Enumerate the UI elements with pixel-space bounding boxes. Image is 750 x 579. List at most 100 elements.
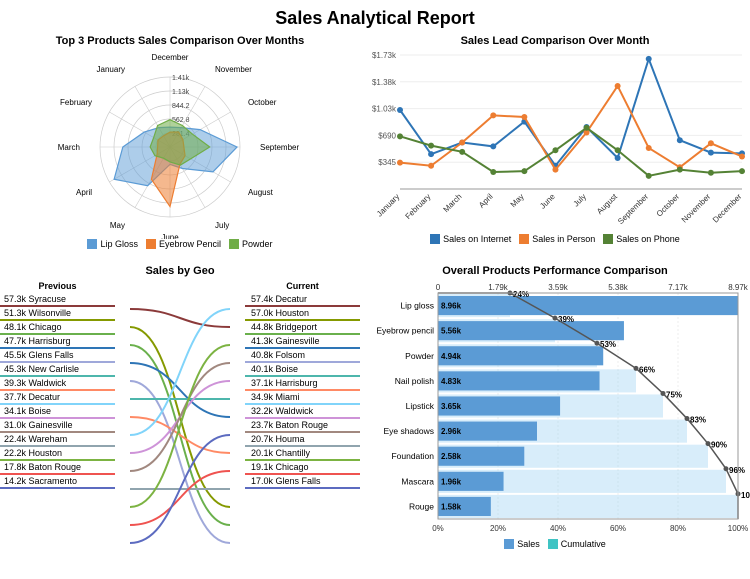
svg-text:$1.03k: $1.03k [372, 105, 397, 114]
svg-text:1.41k: 1.41k [172, 75, 190, 82]
geo-row: 41.3k Gainesville [245, 335, 360, 349]
svg-text:June: June [538, 192, 557, 211]
legend-item: Eyebrow Pencil [146, 239, 221, 249]
geo-previous-header: Previous [0, 279, 115, 293]
svg-text:5.56k: 5.56k [441, 327, 462, 336]
legend-item: Lip Gloss [87, 239, 138, 249]
geo-row: 57.0k Houston [245, 307, 360, 321]
pareto-panel: Overall Products Performance Comparison … [360, 263, 750, 563]
geo-row: 32.2k Waldwick [245, 405, 360, 419]
svg-text:$345: $345 [378, 158, 396, 167]
svg-text:March: March [58, 143, 80, 152]
line-title: Sales Lead Comparison Over Month [360, 33, 750, 49]
geo-row: 51.3k Wilsonville [0, 307, 115, 321]
svg-text:October: October [248, 98, 277, 107]
line-legend: Sales on Internet Sales in Person Sales on… [360, 234, 750, 244]
geo-row: 20.1k Chantilly [245, 447, 360, 461]
legend-item: Sales on Internet [430, 234, 511, 244]
svg-text:Nail polish: Nail polish [395, 376, 434, 386]
svg-text:July: July [215, 221, 229, 230]
svg-text:$690: $690 [378, 131, 396, 140]
svg-text:4.83k: 4.83k [441, 377, 462, 386]
svg-text:$1.73k: $1.73k [372, 51, 397, 60]
radar-title: Top 3 Products Sales Comparison Over Mon… [0, 33, 360, 49]
svg-text:1.13k: 1.13k [172, 89, 190, 96]
svg-text:May: May [110, 221, 125, 230]
geo-row: 45.3k New Carlisle [0, 363, 115, 377]
pareto-legend: SalesCumulative [360, 539, 750, 549]
svg-text:1.58k: 1.58k [441, 502, 462, 511]
svg-text:0: 0 [436, 283, 441, 292]
geo-row: 20.7k Houma [245, 433, 360, 447]
line-panel: Sales Lead Comparison Over Month $345 $69… [360, 33, 750, 263]
geo-row: 48.1k Chicago [0, 321, 115, 335]
svg-text:April: April [76, 188, 92, 197]
svg-text:July: July [572, 192, 588, 208]
svg-text:August: August [248, 188, 274, 197]
svg-text:8.97k: 8.97k [728, 283, 749, 292]
geo-row: 40.1k Boise [245, 363, 360, 377]
radar-legend: Lip Gloss Eyebrow Pencil Powder [0, 239, 360, 249]
svg-text:4.94k: 4.94k [441, 352, 462, 361]
svg-text:Lip gloss: Lip gloss [400, 301, 434, 311]
svg-text:August: August [595, 192, 620, 217]
svg-text:May: May [509, 192, 526, 209]
svg-text:96%: 96% [729, 466, 745, 475]
legend-item: Cumulative [548, 539, 606, 549]
svg-text:844.2: 844.2 [172, 103, 190, 110]
svg-text:December: December [711, 192, 744, 225]
radar-panel: Top 3 Products Sales Comparison Over Mon… [0, 33, 360, 263]
geo-row: 34.1k Boise [0, 405, 115, 419]
svg-text:90%: 90% [711, 441, 727, 450]
geo-row: 37.1k Harrisburg [245, 377, 360, 391]
geo-connections [115, 279, 245, 545]
svg-text:1.96k: 1.96k [441, 477, 462, 486]
svg-text:24%: 24% [513, 290, 529, 299]
svg-text:100%: 100% [728, 524, 748, 533]
svg-text:$1.38k: $1.38k [372, 78, 397, 87]
geo-row: 44.8k Bridgeport [245, 321, 360, 335]
svg-text:83%: 83% [690, 416, 706, 425]
svg-text:100%: 100% [741, 491, 750, 500]
radar-chart: 1.41k1.13k844.2562.8281.4DecemberNovembe… [0, 49, 360, 239]
svg-text:80%: 80% [670, 524, 686, 533]
svg-text:April: April [477, 192, 495, 210]
pareto-title: Overall Products Performance Comparison [360, 263, 750, 279]
svg-text:Mascara: Mascara [401, 476, 434, 486]
svg-text:Eye shadows: Eye shadows [383, 426, 434, 436]
line-chart: $345$690$1.03k$1.38k$1.73kJanuaryFebruar… [360, 49, 750, 234]
svg-text:October: October [655, 192, 682, 219]
svg-text:40%: 40% [550, 524, 566, 533]
svg-text:20%: 20% [490, 524, 506, 533]
svg-text:Eyebrow pencil: Eyebrow pencil [376, 326, 434, 336]
svg-text:November: November [680, 192, 713, 225]
geo-current-header: Current [245, 279, 360, 293]
geo-row: 57.4k Decatur [245, 293, 360, 307]
svg-text:December: December [152, 53, 189, 62]
page-title: Sales Analytical Report [0, 0, 750, 33]
legend-item: Powder [229, 239, 273, 249]
geo-row: 22.2k Houston [0, 447, 115, 461]
geo-row: 19.1k Chicago [245, 461, 360, 475]
geo-current-col: Current 57.4k Decatur57.0k Houston44.8k … [245, 279, 360, 545]
svg-text:2.96k: 2.96k [441, 427, 462, 436]
geo-row: 22.4k Wareham [0, 433, 115, 447]
svg-text:February: February [60, 98, 92, 107]
dashboard-grid: Top 3 Products Sales Comparison Over Mon… [0, 33, 750, 563]
geo-title: Sales by Geo [0, 263, 360, 279]
geo-row: 31.0k Gainesville [0, 419, 115, 433]
svg-text:2.58k: 2.58k [441, 452, 462, 461]
svg-text:3.59k: 3.59k [548, 283, 569, 292]
svg-text:March: March [442, 192, 464, 214]
pareto-chart: 01.79k3.59k5.38k7.17k8.97k0%20%40%60%80%… [360, 279, 750, 539]
svg-text:September: September [616, 192, 650, 226]
legend-item: Sales in Person [519, 234, 595, 244]
svg-text:Foundation: Foundation [391, 451, 434, 461]
legend-item: Sales on Phone [603, 234, 680, 244]
svg-text:53%: 53% [600, 340, 616, 349]
geo-row: 39.3k Waldwick [0, 377, 115, 391]
svg-text:60%: 60% [610, 524, 626, 533]
geo-row: 17.8k Baton Rouge [0, 461, 115, 475]
svg-text:September: September [260, 143, 299, 152]
svg-text:Powder: Powder [405, 351, 434, 361]
